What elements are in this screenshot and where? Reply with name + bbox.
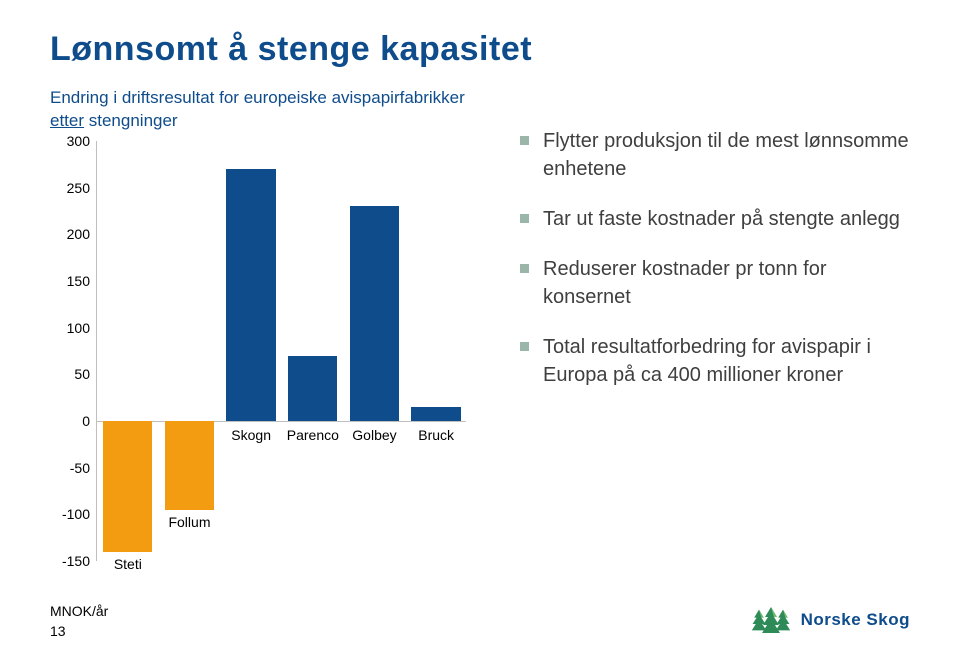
- brand-name-text: Norske Skog: [801, 610, 910, 630]
- bar-slot: Golbey: [344, 141, 406, 561]
- bullet-item: Total resultatforbedring for avispapir i…: [520, 333, 910, 389]
- y-axis-tick-label: 0: [50, 413, 90, 429]
- bar-slot: Follum: [159, 141, 221, 561]
- bullet-marker-icon: [520, 264, 529, 273]
- y-axis-tick-label: 150: [50, 273, 90, 289]
- brand-logo: Norske Skog: [751, 603, 910, 637]
- bar: [103, 421, 152, 552]
- y-axis-tick-label: 100: [50, 320, 90, 336]
- bar-category-label: Bruck: [376, 427, 496, 443]
- slide-footer: MNOK/år 13: [50, 603, 108, 639]
- chart-y-axis-unit: MNOK/år: [50, 603, 108, 619]
- y-axis-tick-label: 300: [50, 133, 90, 149]
- y-axis-tick-label: 200: [50, 226, 90, 242]
- bar: [411, 407, 460, 421]
- y-axis-tick-label: -50: [50, 460, 90, 476]
- subtitle-text-post: stengninger: [84, 111, 178, 130]
- y-axis-tick-label: -100: [50, 506, 90, 522]
- bar: [226, 169, 275, 421]
- y-axis-tick-label: 250: [50, 180, 90, 196]
- bar-slot: Bruck: [405, 141, 467, 561]
- subtitle-text-pre: Endring i driftsresultat for europeiske …: [50, 88, 465, 107]
- bullet-item: Tar ut faste kostnader på stengte anlegg: [520, 205, 910, 233]
- chart-column: Endring i driftsresultat for europeiske …: [50, 87, 490, 561]
- bullet-text: Reduserer kostnader pr tonn for konserne…: [543, 255, 910, 311]
- bullet-item: Flytter produksjon til de mest lønnsomme…: [520, 127, 910, 183]
- chart-subtitle: Endring i driftsresultat for europeiske …: [50, 87, 490, 133]
- bar-slot: Skogn: [220, 141, 282, 561]
- bar: [288, 356, 337, 421]
- y-axis-tick-label: 50: [50, 366, 90, 382]
- bar-slot: Steti: [97, 141, 159, 561]
- bar-slot: Parenco: [282, 141, 344, 561]
- bullet-text: Tar ut faste kostnader på stengte anlegg: [543, 205, 910, 233]
- bullet-marker-icon: [520, 214, 529, 223]
- tree-logo-icon: [751, 603, 791, 637]
- slide-title: Lønnsomt å stenge kapasitet: [50, 30, 910, 69]
- bullet-marker-icon: [520, 342, 529, 351]
- bar: [350, 206, 399, 421]
- bullet-item: Reduserer kostnader pr tonn for konserne…: [520, 255, 910, 311]
- bullet-text: Flytter produksjon til de mest lønnsomme…: [543, 127, 910, 183]
- bullet-text: Total resultatforbedring for avispapir i…: [543, 333, 910, 389]
- page-number: 13: [50, 623, 108, 639]
- subtitle-text-underlined: etter: [50, 111, 84, 130]
- bullet-marker-icon: [520, 136, 529, 145]
- bar-chart: -150-100-50050100150200250300 StetiFollu…: [50, 141, 490, 561]
- bullet-column: Flytter produksjon til de mest lønnsomme…: [520, 87, 910, 561]
